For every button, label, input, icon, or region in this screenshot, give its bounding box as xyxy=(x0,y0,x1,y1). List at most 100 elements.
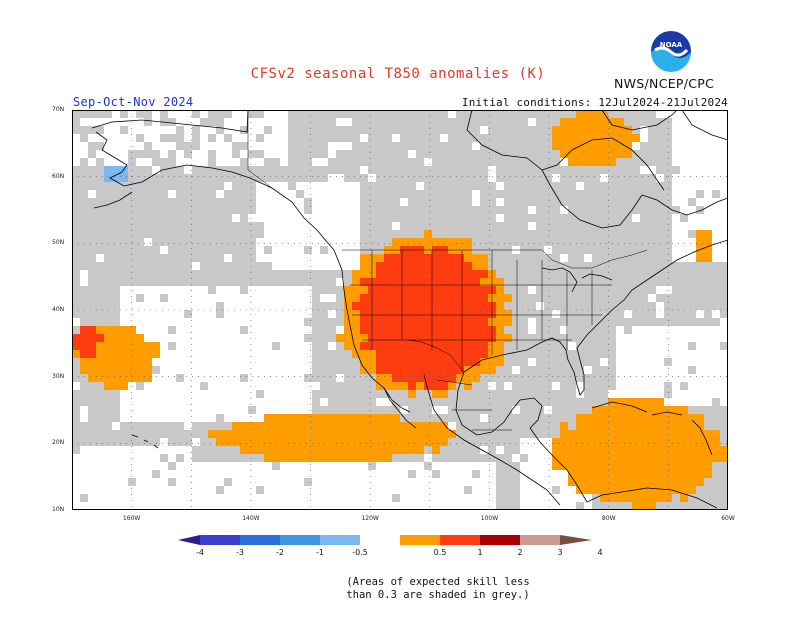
low-skill-cell xyxy=(576,246,584,254)
skill-note-line1: (Areas of expected skill less xyxy=(346,576,530,588)
low-skill-cell xyxy=(560,246,568,254)
low-skill-cell xyxy=(480,398,488,406)
low-skill-cell xyxy=(496,238,504,246)
low-skill-cell xyxy=(664,358,672,366)
low-skill-cell xyxy=(264,158,272,166)
low-skill-cell xyxy=(704,486,712,494)
low-skill-cell xyxy=(496,118,504,126)
low-skill-cell xyxy=(584,166,592,174)
low-skill-cell xyxy=(576,318,584,326)
low-skill-cell xyxy=(176,238,184,246)
low-skill-cell xyxy=(536,214,544,222)
low-skill-cell xyxy=(480,118,488,126)
low-skill-cell xyxy=(96,190,104,198)
low-skill-cell xyxy=(384,190,392,198)
low-skill-cell xyxy=(504,150,512,158)
low-skill-cell xyxy=(512,206,520,214)
low-skill-cell xyxy=(160,214,168,222)
low-skill-cell xyxy=(552,262,560,270)
low-skill-cell xyxy=(464,110,472,118)
low-skill-cell xyxy=(480,238,488,246)
low-skill-cell xyxy=(464,214,472,222)
low-skill-cell xyxy=(672,294,680,302)
low-skill-cell xyxy=(104,270,112,278)
low-skill-cell xyxy=(520,142,528,150)
low-skill-cell xyxy=(88,246,96,254)
low-skill-cell xyxy=(608,302,616,310)
low-skill-cell xyxy=(296,126,304,134)
low-skill-cell xyxy=(504,142,512,150)
low-skill-cell xyxy=(80,190,88,198)
low-skill-cell xyxy=(352,166,360,174)
low-skill-cell xyxy=(512,158,520,166)
low-skill-cell xyxy=(272,158,280,166)
lat-label: 70N xyxy=(52,106,65,113)
low-skill-cell xyxy=(208,438,216,446)
low-skill-cell xyxy=(80,422,88,430)
low-skill-cell xyxy=(344,110,352,118)
low-skill-cell xyxy=(552,302,560,310)
low-skill-cell xyxy=(488,454,496,462)
low-skill-cell xyxy=(472,134,480,142)
low-skill-cell xyxy=(560,166,568,174)
low-skill-cell xyxy=(416,214,424,222)
low-skill-cell xyxy=(424,198,432,206)
low-skill-cell xyxy=(112,310,120,318)
colorbar-segment xyxy=(240,535,280,545)
skill-note: (Areas of expected skill less than 0.3 a… xyxy=(0,576,800,602)
low-skill-cell xyxy=(216,310,224,318)
low-skill-cell xyxy=(472,222,480,230)
low-skill-cell xyxy=(272,166,280,174)
low-skill-cell xyxy=(96,398,104,406)
low-skill-cell xyxy=(552,318,560,326)
low-skill-cell xyxy=(560,366,568,374)
low-skill-cell xyxy=(624,166,632,174)
low-skill-cell xyxy=(256,262,264,270)
low-skill-cell xyxy=(336,302,344,310)
low-skill-cell xyxy=(96,206,104,214)
low-skill-cell xyxy=(520,310,528,318)
low-skill-cell xyxy=(584,190,592,198)
low-skill-cell xyxy=(480,198,488,206)
low-skill-cell xyxy=(352,390,360,398)
low-skill-cell xyxy=(376,190,384,198)
low-skill-cell xyxy=(552,270,560,278)
low-skill-cell xyxy=(448,166,456,174)
low-skill-cell xyxy=(672,310,680,318)
low-skill-cell xyxy=(168,342,176,350)
low-skill-cell xyxy=(344,382,352,390)
low-skill-cell xyxy=(496,134,504,142)
low-skill-cell xyxy=(600,278,608,286)
low-skill-cell xyxy=(488,150,496,158)
low-skill-cell xyxy=(72,254,80,262)
low-skill-cell xyxy=(208,422,216,430)
low-skill-cell xyxy=(384,118,392,126)
low-skill-cell xyxy=(568,294,576,302)
low-skill-cell xyxy=(160,158,168,166)
low-skill-cell xyxy=(496,470,504,478)
low-skill-cell xyxy=(512,422,520,430)
low-skill-cell xyxy=(544,254,552,262)
low-skill-cell xyxy=(448,230,456,238)
low-skill-cell xyxy=(704,278,712,286)
low-skill-cell xyxy=(488,142,496,150)
low-skill-cell xyxy=(696,278,704,286)
low-skill-cell xyxy=(640,198,648,206)
low-skill-cell xyxy=(536,366,544,374)
low-skill-cell xyxy=(72,270,80,278)
low-skill-cell xyxy=(688,286,696,294)
low-skill-cell xyxy=(568,230,576,238)
low-skill-cell xyxy=(344,150,352,158)
low-skill-cell xyxy=(560,414,568,422)
low-skill-cell xyxy=(136,182,144,190)
low-skill-cell xyxy=(168,230,176,238)
low-skill-cell xyxy=(184,430,192,438)
low-skill-cell xyxy=(664,158,672,166)
low-skill-cell xyxy=(240,262,248,270)
low-skill-cell xyxy=(616,230,624,238)
low-skill-cell xyxy=(136,254,144,262)
low-skill-cell xyxy=(616,166,624,174)
low-skill-cell xyxy=(560,270,568,278)
low-skill-cell xyxy=(464,446,472,454)
low-skill-cell xyxy=(696,494,704,502)
